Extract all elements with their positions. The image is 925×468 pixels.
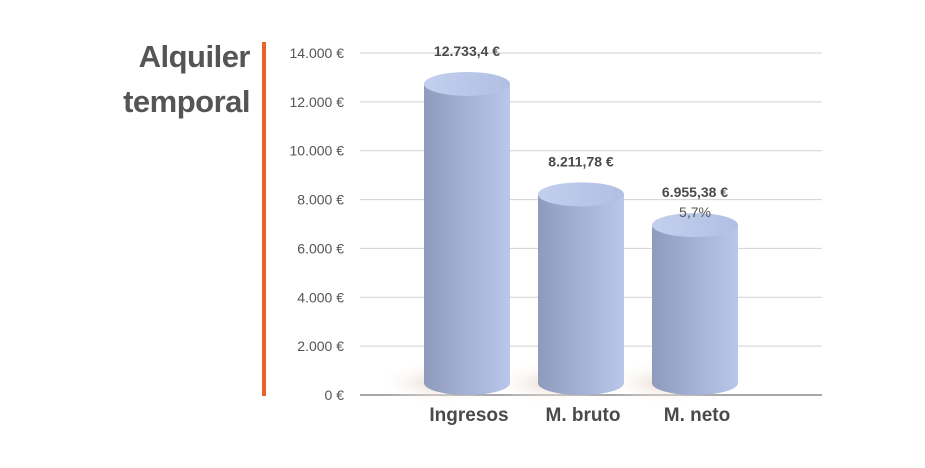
y-tick-label: 10.000 € <box>290 143 345 159</box>
bar-1 <box>424 71 510 396</box>
bar-body <box>538 194 624 395</box>
percent-label: 5,7% <box>679 204 711 220</box>
bar-top <box>424 71 510 96</box>
category-label: Ingresos <box>429 405 508 426</box>
value-label: 8.211,78 € <box>548 153 614 169</box>
bar-3 <box>652 213 738 395</box>
bar-body <box>424 83 510 396</box>
bar-2 <box>538 182 624 395</box>
y-tick-label: 14.000 € <box>290 45 345 61</box>
value-label: 12.733,4 € <box>434 43 500 59</box>
chart-title: Alquiler temporal <box>60 34 250 124</box>
y-tick-label: 0 € <box>325 387 345 403</box>
y-tick-label: 6.000 € <box>297 240 344 256</box>
bar-top <box>538 182 624 207</box>
bar-top <box>652 213 738 238</box>
y-tick-label: 2.000 € <box>297 338 344 354</box>
bar-body <box>652 225 738 395</box>
y-tick-label: 12.000 € <box>290 94 345 110</box>
y-tick-label: 8.000 € <box>297 192 344 208</box>
category-label: M. neto <box>664 405 731 426</box>
chart-title-line-2: temporal <box>123 84 250 119</box>
title-accent-bar <box>262 42 266 396</box>
chart-title-line-1: Alquiler <box>138 39 251 74</box>
category-label: M. bruto <box>546 405 621 426</box>
y-tick-label: 4.000 € <box>297 289 344 305</box>
value-label: 6.955,38 € <box>662 184 728 200</box>
